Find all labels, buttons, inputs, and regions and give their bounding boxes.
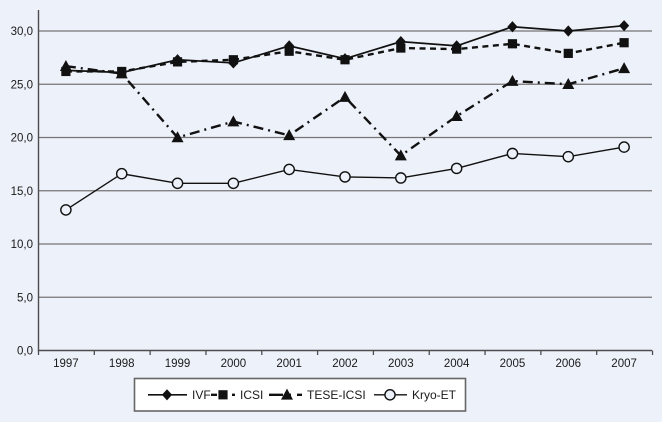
triangle-marker-icon: [283, 129, 296, 141]
triangle-marker-icon: [562, 78, 575, 90]
square-marker-icon: [452, 44, 462, 54]
legend: IVF ICSI TESE-ICSI Kryo-ET: [133, 377, 467, 412]
y-tick-label: 10,0: [11, 239, 33, 251]
circle-marker-icon: [60, 204, 72, 216]
legend-label-icsi: ICSI: [240, 388, 263, 402]
triangle-marker-icon: [450, 110, 463, 121]
x-tick-label: 2002: [332, 358, 358, 370]
x-tick-label: 2006: [555, 358, 581, 370]
y-tick-label: 25,0: [11, 79, 33, 91]
circle-marker-icon: [171, 177, 184, 190]
square-marker-icon: [218, 390, 228, 400]
triangle-marker-icon: [506, 74, 519, 86]
y-axis-labels: 0,0 5,0 10,0 15,0 20,0 25,0 30,0: [11, 26, 33, 358]
circle-marker-icon: [395, 172, 407, 184]
square-marker-icon: [396, 43, 406, 53]
legend-label-tese-icsi: TESE-ICSI: [307, 388, 366, 402]
circle-marker-icon: [384, 388, 396, 401]
legend-label-kryo-et: Kryo-ET: [412, 388, 457, 402]
x-tick-label: 2001: [276, 358, 302, 370]
legend-item-tese-icsi: TESE-ICSI: [269, 388, 366, 402]
triangle-marker-icon: [59, 59, 72, 71]
x-tick-label: 1997: [53, 358, 79, 370]
triangle-marker-icon: [227, 115, 240, 127]
diamond-marker-icon: [507, 21, 518, 33]
square-marker-icon: [563, 48, 573, 58]
y-tick-label: 30,0: [11, 26, 33, 38]
circle-marker-icon: [283, 163, 295, 176]
legend-item-icsi: ICSI: [211, 388, 263, 402]
square-marker-icon: [340, 55, 350, 65]
y-tick-label: 5,0: [17, 292, 33, 304]
circle-marker-icon: [562, 150, 575, 163]
y-tick-label: 0,0: [17, 346, 33, 358]
series-markers-tese-icsi: [59, 59, 631, 161]
x-tick-label: 2003: [388, 358, 414, 370]
square-marker-icon: [61, 66, 71, 77]
x-axis-labels: 1997 1998 1999 2000 2001 2002 2003 2004 2005 2006…: [53, 358, 637, 370]
circle-marker-icon: [115, 167, 128, 180]
x-tick-label: 2005: [500, 358, 526, 370]
x-tick-label: 1999: [165, 358, 191, 370]
x-tick-label: 2004: [444, 358, 470, 370]
gridlines: [38, 30, 652, 298]
legend-label-ivf: IVF: [192, 388, 211, 402]
square-marker-icon: [228, 55, 238, 65]
circle-marker-icon: [227, 177, 240, 190]
square-marker-icon: [507, 39, 518, 49]
triangle-marker-icon: [394, 149, 407, 161]
legend-item-kryo-et: Kryo-ET: [374, 388, 457, 402]
legend-item-ivf: IVF: [148, 388, 211, 402]
x-tick-label: 2000: [221, 358, 247, 370]
square-marker-icon: [172, 57, 183, 67]
series-markers-kryo-et: [60, 141, 630, 216]
diamond-marker-icon: [161, 389, 173, 401]
circle-marker-icon: [506, 147, 519, 160]
circle-marker-icon: [339, 171, 351, 183]
circle-marker-icon: [618, 141, 630, 153]
square-marker-icon: [619, 38, 629, 48]
triangle-marker-icon: [171, 131, 184, 143]
y-tick-label: 20,0: [11, 133, 33, 145]
square-marker-icon: [284, 46, 294, 56]
y-tick-label: 15,0: [11, 186, 33, 198]
x-axis-ticks: [37, 350, 654, 355]
x-tick-label: 1998: [109, 358, 135, 370]
diamond-marker-icon: [563, 25, 574, 37]
circle-marker-icon: [450, 162, 463, 175]
triangle-marker-icon: [339, 90, 351, 102]
triangle-marker-icon: [281, 388, 293, 400]
x-tick-label: 2007: [611, 358, 637, 370]
triangle-marker-icon: [618, 62, 631, 74]
triangle-marker-icon: [115, 67, 128, 79]
diamond-marker-icon: [619, 20, 630, 32]
